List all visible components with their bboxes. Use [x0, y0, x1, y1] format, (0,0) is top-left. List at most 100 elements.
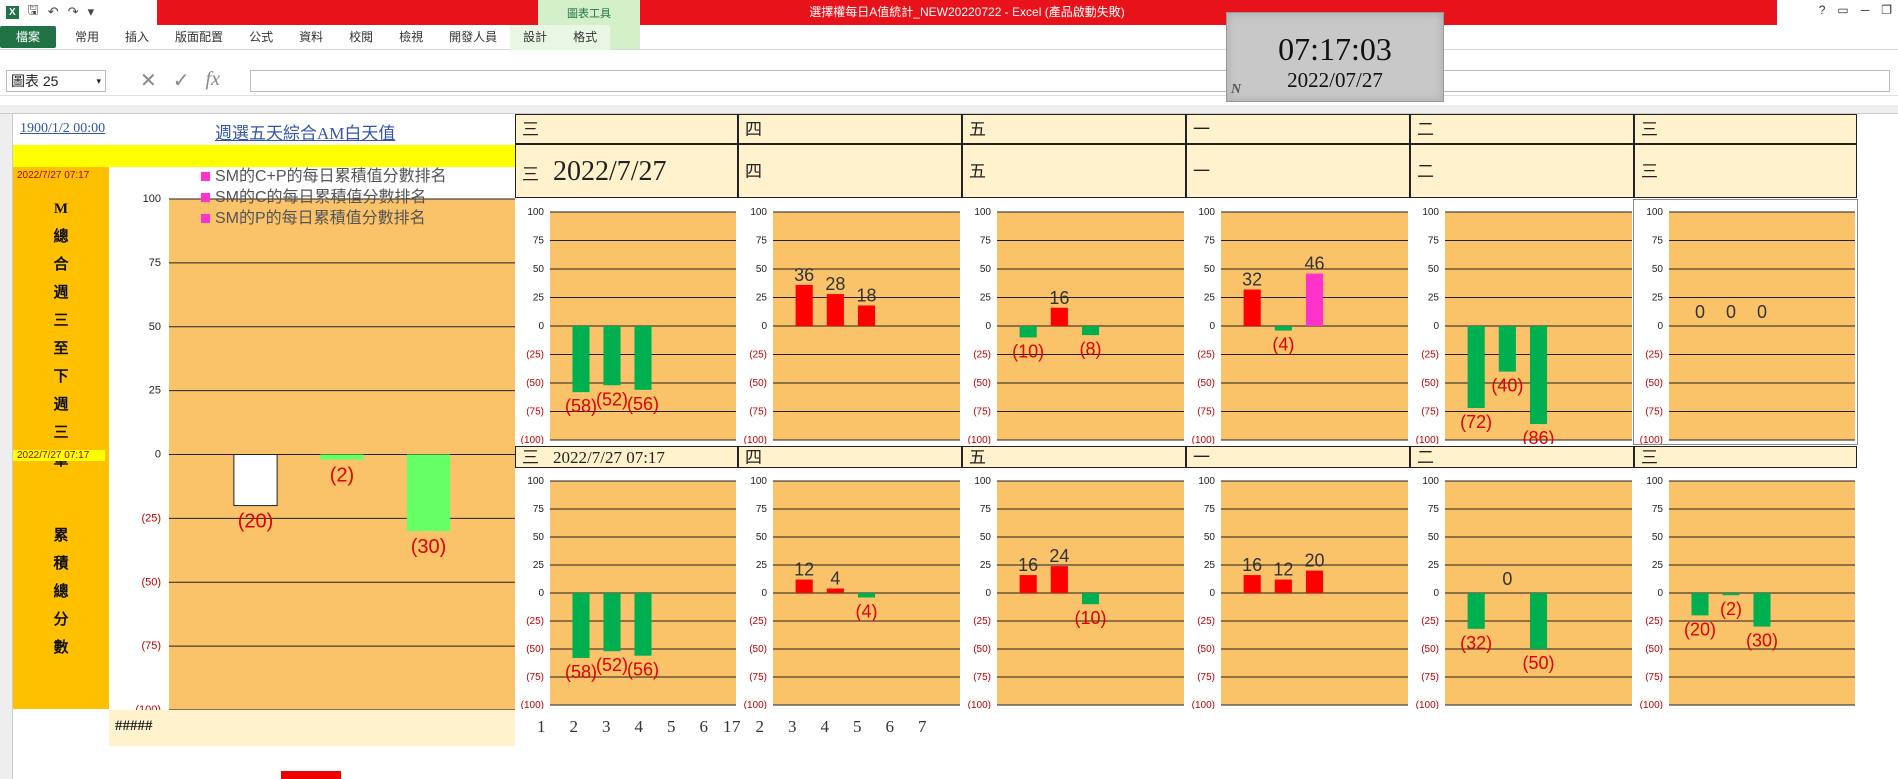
chart-svg-t6: 100 75 50 25 0 (25) (50) (75) (100) 0 0 0 — [1640, 207, 1855, 446]
chart-svg-b1: 100 75 50 25 0 (25) (50) (75) (100) (58)(52)(56) — [521, 476, 736, 711]
data-label: 16 — [1049, 288, 1069, 308]
formula-input[interactable] — [250, 70, 1890, 92]
chart-svg-main: 1007550250(25)(50)(75)(100)(20)(2)(30)SM… — [135, 167, 515, 716]
header-row3-cell: 四 — [738, 446, 962, 468]
function-icon[interactable]: fx — [205, 68, 220, 90]
name-box[interactable]: 圖表 25 ▾ — [6, 70, 106, 92]
mini-chart-b1[interactable]: 100 75 50 25 0 (25) (50) (75) (100) (58) (52) (56) — [515, 469, 738, 711]
y-tick-label: 100 — [750, 476, 767, 487]
tab-developer[interactable]: 開發人員 — [449, 29, 498, 44]
y-tick-label: (100) — [1192, 700, 1215, 709]
y-tick-label: 50 — [1204, 532, 1216, 543]
tab-file[interactable]: 檔案 — [0, 26, 57, 48]
vertical-char: M — [53, 201, 69, 217]
mini-chart-t2[interactable]: 100 75 50 25 0 (25) (50) (75) (100) 36 28 18 — [738, 200, 962, 446]
day-label: 三 — [1641, 162, 1658, 181]
y-tick-label: (25) — [526, 350, 544, 361]
y-tick-label: (25) — [141, 512, 161, 524]
bar — [1081, 593, 1100, 605]
data-label: (58) — [565, 396, 597, 416]
sheet-heading-link[interactable]: 週選五天綜合AM白天值 — [215, 124, 396, 143]
bar — [233, 454, 278, 507]
bar — [1498, 326, 1516, 372]
clock-date: 2022/07/27 — [1287, 68, 1383, 92]
day-label: 一 — [1193, 448, 1210, 467]
mini-chart-b4[interactable]: 100 75 50 25 0 (25) (50) (75) (100) 16 12 20 — [1186, 469, 1410, 711]
mini-chart-t6[interactable]: 100 75 50 25 0 (25) (50) (75) (100) 0 0 0 — [1633, 199, 1858, 446]
minimize-icon[interactable]: ─ — [1860, 3, 1870, 17]
legend-entry: SM的P的每日累積值分數排名 — [215, 209, 426, 227]
data-label: (50) — [1522, 653, 1554, 673]
left-date-top: 2022/7/27 07:17 — [17, 170, 90, 181]
y-tick-label: (25) — [1421, 616, 1439, 627]
undo-icon[interactable]: ↶ — [47, 4, 59, 19]
mini-chart-t1[interactable]: 100 75 50 25 0 (25) (50) (75) (100) (58) (52) (56) — [515, 200, 738, 446]
tab-page-layout[interactable]: 版面配置 — [175, 29, 224, 44]
bar — [406, 454, 451, 532]
legend-entry: SM的C+P的每日累積值分數排名 — [215, 167, 447, 185]
y-tick-label: 75 — [1652, 504, 1664, 515]
restore-icon[interactable]: ❐ — [1881, 3, 1892, 17]
y-tick-label: 75 — [1204, 236, 1216, 247]
x-axis-label: 2 — [569, 717, 579, 736]
tab-insert[interactable]: 插入 — [125, 29, 150, 44]
main-chart[interactable]: 100 75 50 25 0 (25) (50) (75) (100) (20) (2) (30) SM… — [109, 167, 515, 716]
y-tick-label: 100 — [1198, 207, 1215, 218]
y-tick-label: 75 — [533, 236, 545, 247]
vertical-char: 下 — [53, 369, 69, 385]
tab-data[interactable]: 資料 — [299, 29, 324, 44]
mini-chart-b5[interactable]: 100 75 50 25 0 (25) (50) (75) (100) (32) 0 (50) — [1410, 469, 1634, 711]
legend: SM的C+P的每日累積值分數排名 SM的C的每日累積值分數排名 SM的P的每日累積值… — [201, 167, 447, 227]
tab-home[interactable]: 常用 — [75, 29, 100, 44]
tab-view[interactable]: 檢視 — [399, 29, 424, 44]
header-row3-cell: 三 2022/7/27 07:17 — [515, 446, 738, 468]
vertical-char: 分 — [53, 612, 69, 628]
day-label: 五 — [969, 448, 986, 467]
y-tick-label: (75) — [1197, 672, 1215, 683]
y-tick-label: 100 — [527, 476, 544, 487]
vertical-char: 三 — [53, 425, 69, 441]
data-label: 16 — [1018, 555, 1038, 575]
header-row1-cell: 三 — [515, 114, 738, 144]
tab-format[interactable]: 格式 — [560, 24, 611, 50]
y-tick-label: 25 — [1204, 560, 1216, 571]
enter-icon[interactable]: ✓ — [172, 70, 190, 92]
x-axis-label: 5 — [853, 717, 862, 736]
quick-access-toolbar: X 🖫 ↶ ↷ ▾ — [6, 2, 95, 21]
mini-chart-b6[interactable]: 100 75 50 25 0 (25) (50) (75) (100) (20) (2) (30) — [1634, 469, 1857, 711]
data-label: 0 — [1726, 302, 1736, 322]
help-icon[interactable]: ? — [1818, 3, 1826, 17]
redo-icon[interactable]: ↷ — [67, 4, 79, 19]
data-label: 28 — [825, 274, 845, 294]
y-tick-label: (25) — [973, 350, 991, 361]
column-headers — [0, 105, 1898, 114]
header-row3-cell: 三 — [1634, 446, 1857, 468]
date-link-cell[interactable]: 1900/1/2 00:00 — [20, 121, 106, 136]
mini-chart-t4[interactable]: 100 75 50 25 0 (25) (50) (75) (100) 32 (4) 46 — [1186, 200, 1410, 446]
mini-chart-b3[interactable]: 100 75 50 25 0 (25) (50) (75) (100) 16 24 (10) — [962, 469, 1186, 711]
y-tick-label: (75) — [973, 672, 991, 683]
header-row1-cell: 四 — [738, 114, 962, 144]
tab-formulas[interactable]: 公式 — [249, 29, 274, 44]
customize-qat-icon[interactable]: ▾ — [87, 4, 95, 19]
save-icon[interactable]: 🖫 — [27, 2, 39, 17]
bar — [1243, 575, 1261, 593]
day-label: 二 — [1417, 162, 1434, 181]
chart-svg-t4: 100 75 50 25 0 (25) (50) (75) (100) 32 (4) 46 — [1192, 207, 1408, 446]
tab-design[interactable]: 設計 — [510, 24, 561, 50]
y-tick-label: 100 — [750, 207, 767, 218]
y-tick-label: 25 — [1652, 560, 1664, 571]
cancel-icon[interactable]: ✕ — [140, 70, 157, 92]
mini-chart-b2[interactable]: 100 75 50 25 0 (25) (50) (75) (100) 12 4 (4) — [738, 469, 962, 711]
vertical-char: 總 — [53, 584, 69, 600]
ribbon-display-icon[interactable]: ▭ — [1837, 3, 1849, 17]
data-label: (20) — [238, 511, 274, 533]
mini-chart-t3[interactable]: 100 75 50 25 0 (25) (50) (75) (100) (10) 16 (8) — [962, 200, 1186, 446]
chart-svg-t5: 100 75 50 25 0 (25) (50) (75) (100) (72) (40) (86) — [1416, 207, 1632, 448]
y-tick-label: (100) — [968, 435, 991, 444]
bar — [1050, 307, 1068, 326]
chevron-down-icon[interactable]: ▾ — [96, 76, 101, 86]
mini-chart-t5[interactable]: 100 75 50 25 0 (25) (50) (75) (100) (72) (40) (86) — [1410, 200, 1634, 448]
tab-review[interactable]: 校閱 — [349, 29, 374, 44]
